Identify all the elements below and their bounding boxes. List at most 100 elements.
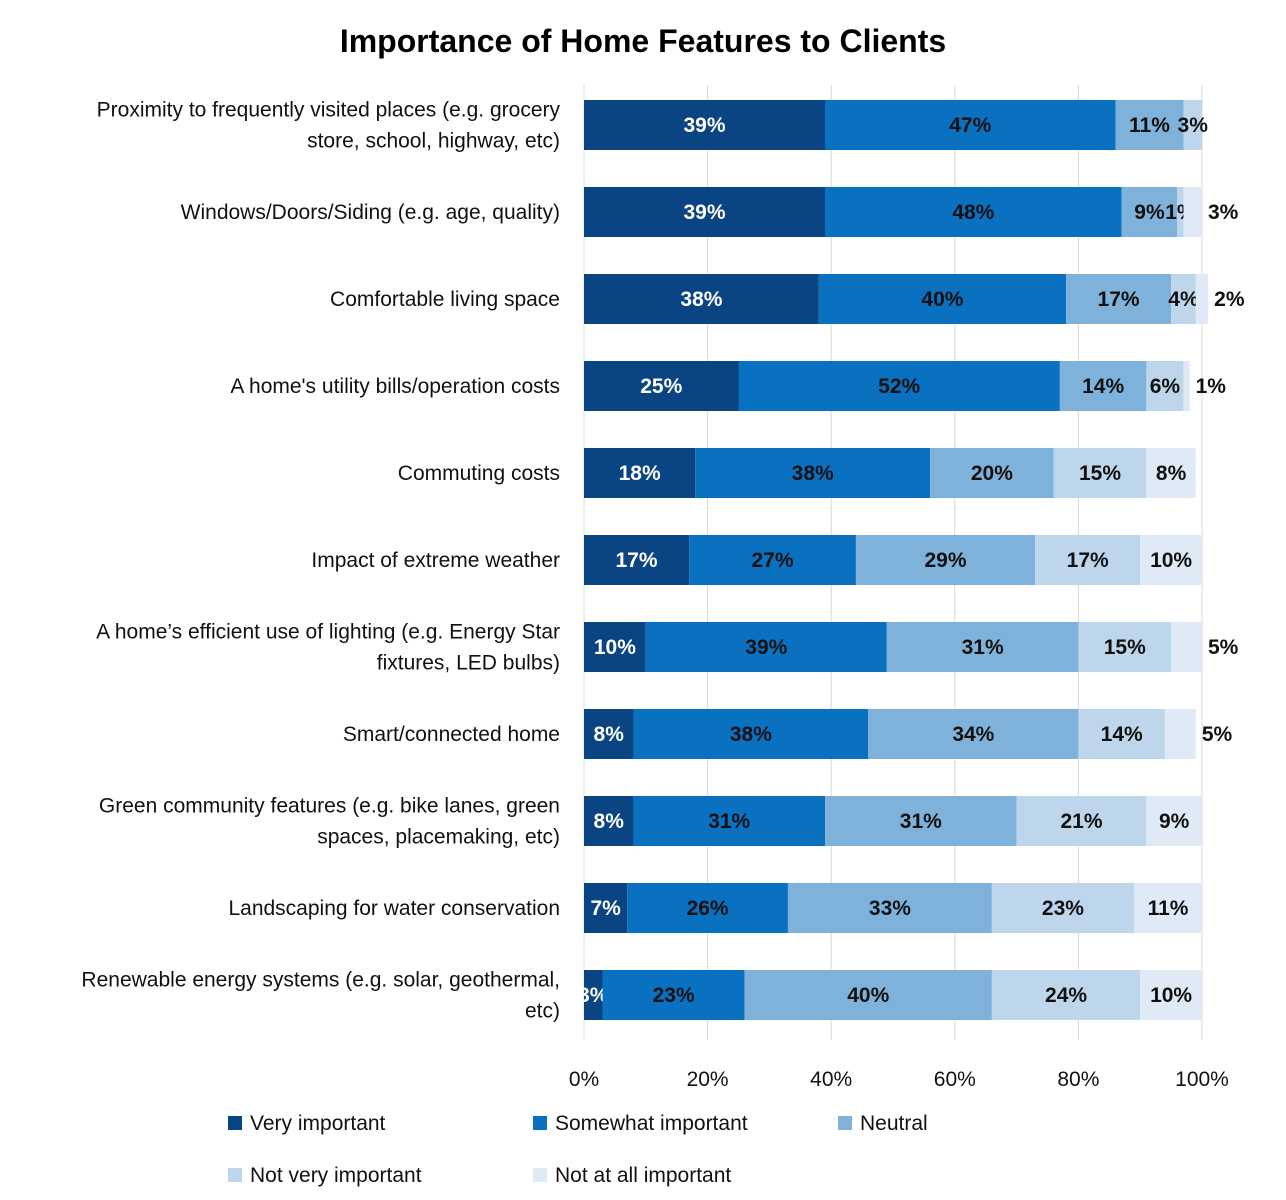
data-label: 3% <box>1178 114 1209 137</box>
bar-segment <box>627 883 788 933</box>
category-label: Smart/connected home <box>343 723 560 746</box>
bar-segment <box>1134 883 1202 933</box>
data-label: 29% <box>925 549 967 572</box>
bar-segment <box>991 970 1141 1020</box>
category-label-line: A home’s efficient use of lighting (e.g.… <box>96 621 560 644</box>
bar-segment <box>818 274 1067 324</box>
data-label: 27% <box>751 549 793 572</box>
category-label: A home's utility bills/operation costs <box>230 375 560 398</box>
category-label: Renewable energy systems (e.g. solar, ge… <box>81 969 560 1023</box>
chart-title: Importance of Home Features to Clients <box>340 23 946 59</box>
bar-segment <box>602 970 745 1020</box>
bar-segment <box>1146 361 1184 411</box>
bar-segment <box>633 796 826 846</box>
bar-segment <box>886 622 1079 672</box>
bar-segment <box>584 274 819 324</box>
legend-label: Neutral <box>860 1112 928 1135</box>
legend-item: Neutral <box>838 1112 928 1135</box>
bar-segment <box>1140 535 1202 585</box>
bar-row: 8% 31% 31% 21% 9% <box>584 796 1202 846</box>
data-label: 10% <box>1150 549 1192 572</box>
bar-segment <box>991 883 1135 933</box>
bar-segment <box>744 970 992 1020</box>
legend-swatch <box>838 1116 852 1130</box>
data-label: 33% <box>869 897 911 920</box>
category-label-line: Comfortable living space <box>330 288 560 311</box>
data-label: 23% <box>653 984 695 1007</box>
bar-segment <box>738 361 1060 411</box>
data-label: 7% <box>590 897 621 920</box>
data-label: 31% <box>708 810 750 833</box>
category-label-line: Landscaping for water conservation <box>228 897 560 920</box>
bar-segment <box>584 361 739 411</box>
bar-segment <box>825 796 1017 846</box>
data-label: 24% <box>1045 984 1087 1007</box>
data-label: 31% <box>962 636 1004 659</box>
category-label-line: Renewable energy systems (e.g. solar, ge… <box>81 969 560 992</box>
x-tick-label: 0% <box>569 1068 599 1091</box>
data-label: 38% <box>730 723 772 746</box>
category-label: Proximity to frequently visited places (… <box>97 99 561 153</box>
data-label: 39% <box>683 114 725 137</box>
data-label: 47% <box>949 114 991 137</box>
data-label: 23% <box>1042 897 1084 920</box>
bar-segment <box>1066 274 1172 324</box>
bar-segment <box>584 796 634 846</box>
bar-segment <box>787 883 992 933</box>
bar-segment <box>1146 448 1196 498</box>
data-label: 3% <box>1208 201 1239 224</box>
bar-segment <box>1053 448 1147 498</box>
bar-segment <box>825 100 1116 150</box>
data-label: 26% <box>687 897 729 920</box>
category-label-line: fixtures, LED bulbs) <box>377 652 560 675</box>
legend-item: Not very important <box>228 1164 422 1187</box>
bar-segment <box>1078 709 1165 759</box>
bar-segment <box>1171 622 1202 672</box>
data-label: 11% <box>1148 897 1189 920</box>
bar-row: 7% 26% 33% 23% 11% <box>584 883 1202 933</box>
category-label-line: Impact of extreme weather <box>311 549 560 572</box>
data-label: 6% <box>1150 375 1181 398</box>
data-label: 10% <box>1150 984 1192 1007</box>
bar-row: 39% 47% 11% 3% <box>584 100 1208 150</box>
bar-segment <box>1171 274 1196 324</box>
bar-segment <box>584 448 696 498</box>
category-label: Comfortable living space <box>330 288 560 311</box>
bar-segment <box>1164 709 1196 759</box>
data-label: 18% <box>619 462 661 485</box>
data-label: 39% <box>745 636 787 659</box>
data-label: 8% <box>594 723 625 746</box>
data-label: 20% <box>971 462 1013 485</box>
bar-segment <box>1177 187 1184 237</box>
bar-segment <box>855 535 1036 585</box>
data-label: 40% <box>921 288 963 311</box>
bar-segment <box>645 622 887 672</box>
bar-segment <box>584 709 634 759</box>
legend-swatch <box>533 1116 547 1130</box>
data-label: 39% <box>683 201 725 224</box>
category-label-line: Green community features (e.g. bike lane… <box>99 795 560 818</box>
bar-row: 39% 48% 9% 1% 3% <box>584 187 1239 237</box>
data-label: 25% <box>640 375 682 398</box>
bar-row: 25% 52% 14% 6% 1% <box>584 361 1226 411</box>
legend-label: Not very important <box>250 1164 422 1187</box>
bar-row: 18% 38% 20% 15% 8% <box>584 448 1196 498</box>
bar-segment <box>1078 622 1172 672</box>
category-label-line: Proximity to frequently visited places (… <box>97 99 561 122</box>
data-label: 52% <box>878 375 920 398</box>
bar-segment <box>868 709 1079 759</box>
data-label: 15% <box>1104 636 1146 659</box>
bar-segment <box>689 535 856 585</box>
data-label: 34% <box>952 723 994 746</box>
bar-segment <box>695 448 931 498</box>
bar-segment <box>584 883 628 933</box>
category-labels: Proximity to frequently visited places (… <box>81 99 560 1023</box>
data-label: 8% <box>594 810 625 833</box>
legend-swatch <box>533 1168 547 1182</box>
category-label-line: spaces, placemaking, etc) <box>317 826 560 849</box>
category-label: Commuting costs <box>398 462 560 485</box>
data-label: 11% <box>1129 114 1170 137</box>
data-label: 10% <box>594 636 636 659</box>
data-label: 1% <box>1196 375 1227 398</box>
legend-item: Somewhat important <box>533 1112 748 1135</box>
